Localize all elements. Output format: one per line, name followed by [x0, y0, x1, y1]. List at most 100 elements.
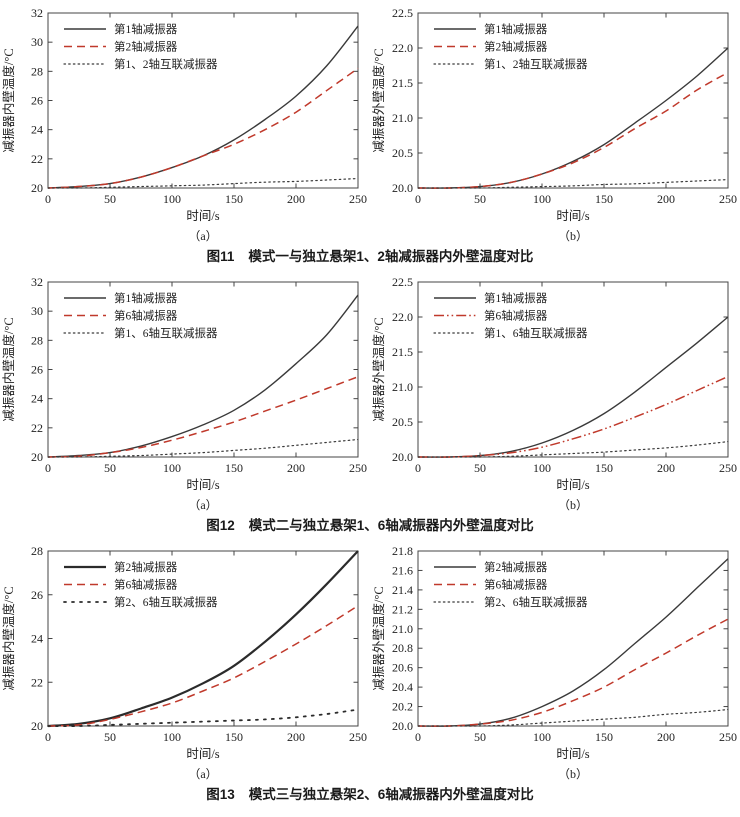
- legend-label: 第6轴减振器: [484, 309, 548, 323]
- legend-label: 第1轴减振器: [484, 291, 548, 305]
- panel-label: （a）: [188, 767, 217, 781]
- figure-11-caption-text: 模式一与独立悬架1、2轴减振器内外壁温度对比: [248, 249, 534, 264]
- figure-12-panels: 0 50 100 150 200 250 20 22 24 26 28 30 32 时间/s 减振器内壁温度…: [0, 272, 740, 515]
- svg-text:30: 30: [31, 304, 43, 318]
- svg-text:32: 32: [31, 6, 43, 20]
- svg-text:28: 28: [31, 544, 43, 558]
- svg-text:250: 250: [719, 461, 737, 475]
- legend-label: 第2轴减振器: [114, 560, 178, 574]
- y-axis-label: 减振器内壁温度/°C: [1, 586, 16, 690]
- series-lines: [47, 25, 359, 189]
- figure-12-caption-number: 图12: [206, 518, 235, 533]
- chart-panel-fig11a: 0 50 100 150 200 250 20 22 24 26 28 30 32 时间/s 减振器内壁温度…: [0, 3, 370, 246]
- svg-text:21.4: 21.4: [392, 583, 413, 597]
- legend-label: 第1、6轴互联减振器: [114, 326, 218, 340]
- figure-13-caption-text: 模式三与独立悬架2、6轴减振器内外壁温度对比: [248, 787, 534, 802]
- series-line: [47, 294, 359, 458]
- svg-text:26: 26: [31, 588, 43, 602]
- legend-label: 第2轴减振器: [114, 40, 178, 54]
- svg-text:21.8: 21.8: [392, 544, 413, 558]
- y-axis-tick-labels: 20 22 24 26 28 30 32: [31, 6, 43, 195]
- svg-text:30: 30: [31, 35, 43, 49]
- svg-text:22: 22: [31, 152, 43, 166]
- svg-text:150: 150: [225, 192, 243, 206]
- svg-text:0: 0: [45, 192, 51, 206]
- svg-text:20.0: 20.0: [392, 181, 413, 195]
- axis-ticks: [417, 550, 729, 727]
- x-axis-label: 时间/s: [556, 747, 589, 761]
- svg-text:100: 100: [533, 192, 551, 206]
- figure-11-caption-number: 图11: [206, 249, 235, 264]
- svg-text:20.4: 20.4: [392, 680, 413, 694]
- x-axis-label: 时间/s: [186, 747, 219, 761]
- plot-frame: [417, 12, 729, 189]
- legend-label: 第1、2轴互联减振器: [484, 57, 588, 71]
- svg-text:50: 50: [474, 192, 486, 206]
- legend-label: 第2、6轴互联减振器: [484, 595, 588, 609]
- y-axis-tick-labels: 20.0 20.5 21.0 21.5 22.0 22.5: [392, 6, 413, 195]
- chart-fig13a: 0 50 100 150 200 250 20 22 24 26 28 时间/s 减振器内壁温度/°C （…: [1, 544, 367, 781]
- svg-text:26: 26: [31, 363, 43, 377]
- panel-label: （b）: [558, 229, 588, 243]
- svg-text:50: 50: [474, 730, 486, 744]
- figure-13-block: 0 50 100 150 200 250 20 22 24 26 28 时间/s 减振器内壁温度/°C （…: [0, 541, 740, 810]
- figure-13-panels: 0 50 100 150 200 250 20 22 24 26 28 时间/s 减振器内壁温度/°C （…: [0, 541, 740, 784]
- svg-text:200: 200: [287, 192, 305, 206]
- series-lines: [417, 558, 729, 727]
- y-axis-label: 减振器外壁温度/°C: [371, 317, 386, 421]
- svg-text:150: 150: [225, 730, 243, 744]
- x-axis-tick-labels: 0 50 100 150 200 250: [45, 730, 367, 744]
- series-line: [47, 550, 359, 728]
- panel-label: （b）: [558, 767, 588, 781]
- svg-text:20.6: 20.6: [392, 661, 413, 675]
- plot-frame: [47, 550, 359, 727]
- svg-text:20.5: 20.5: [392, 146, 413, 160]
- svg-text:250: 250: [349, 461, 367, 475]
- plot-frame: [417, 550, 729, 727]
- series-line: [417, 179, 729, 189]
- svg-text:0: 0: [45, 730, 51, 744]
- axis-ticks: [47, 550, 359, 727]
- series-line: [47, 376, 359, 458]
- x-axis-label: 时间/s: [186, 209, 219, 223]
- x-axis-label: 时间/s: [186, 478, 219, 492]
- svg-text:200: 200: [287, 730, 305, 744]
- svg-text:100: 100: [533, 461, 551, 475]
- legend-label: 第1轴减振器: [114, 291, 178, 305]
- series-line: [417, 71, 729, 189]
- svg-text:200: 200: [287, 461, 305, 475]
- y-axis-tick-labels: 20 22 24 26 28 30 32: [31, 275, 43, 464]
- svg-text:20.2: 20.2: [392, 700, 413, 714]
- series-line: [417, 618, 729, 727]
- figure-12-block: 0 50 100 150 200 250 20 22 24 26 28 30 32 时间/s 减振器内壁温度…: [0, 272, 740, 541]
- svg-text:100: 100: [163, 461, 181, 475]
- legend-label: 第6轴减振器: [484, 578, 548, 592]
- series-lines: [47, 550, 359, 728]
- plot-frame: [47, 12, 359, 189]
- legend-label: 第6轴减振器: [114, 309, 178, 323]
- svg-text:22.0: 22.0: [392, 310, 413, 324]
- x-axis-label: 时间/s: [556, 209, 589, 223]
- x-axis-label: 时间/s: [556, 478, 589, 492]
- svg-text:200: 200: [657, 461, 675, 475]
- svg-text:22.5: 22.5: [392, 275, 413, 289]
- y-axis-label: 减振器外壁温度/°C: [371, 48, 386, 152]
- svg-text:21.0: 21.0: [392, 111, 413, 125]
- panel-label: （a）: [188, 498, 217, 512]
- chart-fig12a: 0 50 100 150 200 250 20 22 24 26 28 30 32 时间/s 减振器内壁温度…: [1, 275, 367, 512]
- chart-panel-fig12a: 0 50 100 150 200 250 20 22 24 26 28 30 32 时间/s 减振器内壁温度…: [0, 272, 370, 515]
- svg-text:100: 100: [163, 730, 181, 744]
- svg-text:20.0: 20.0: [392, 450, 413, 464]
- svg-text:100: 100: [533, 730, 551, 744]
- svg-text:20.0: 20.0: [392, 719, 413, 733]
- svg-text:21.2: 21.2: [392, 602, 413, 616]
- series-lines: [417, 47, 729, 189]
- svg-text:50: 50: [474, 461, 486, 475]
- axis-ticks: [47, 281, 359, 458]
- chart-panel-fig13a: 0 50 100 150 200 250 20 22 24 26 28 时间/s 减振器内壁温度/°C （…: [0, 541, 370, 784]
- svg-text:50: 50: [104, 730, 116, 744]
- svg-text:32: 32: [31, 275, 43, 289]
